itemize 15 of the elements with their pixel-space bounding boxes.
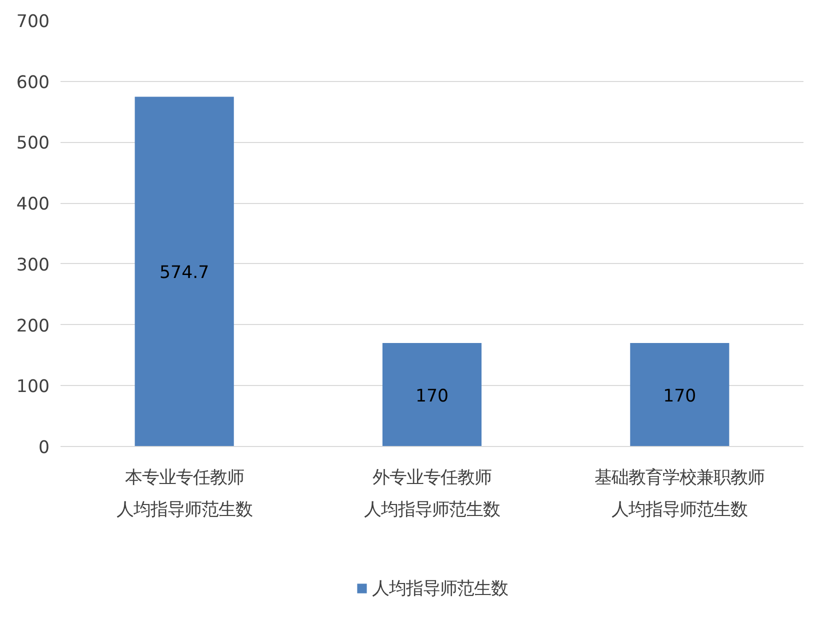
y-tick-label: 600 [16,72,50,93]
x-tick-label: 基础教育学校兼职教师人均指导师范生数 [594,468,765,520]
y-tick-label: 400 [16,194,50,215]
data-label: 170 [415,386,449,406]
legend-label: 人均指导师范生数 [372,578,508,600]
x-tick-label: 外专业专任教师人均指导师范生数 [364,468,500,520]
y-tick-label: 100 [16,377,50,398]
y-tick-label: 500 [16,134,50,154]
y-tick-label: 200 [16,316,50,336]
data-label: 170 [663,386,696,406]
y-tick-label: 0 [38,438,50,458]
y-tick-label: 700 [16,12,50,32]
x-tick-label: 本专业专任教师 人均指导师范生数 [116,468,252,520]
data-label: 574.7 [160,263,210,284]
y-tick-label: 300 [16,255,50,276]
